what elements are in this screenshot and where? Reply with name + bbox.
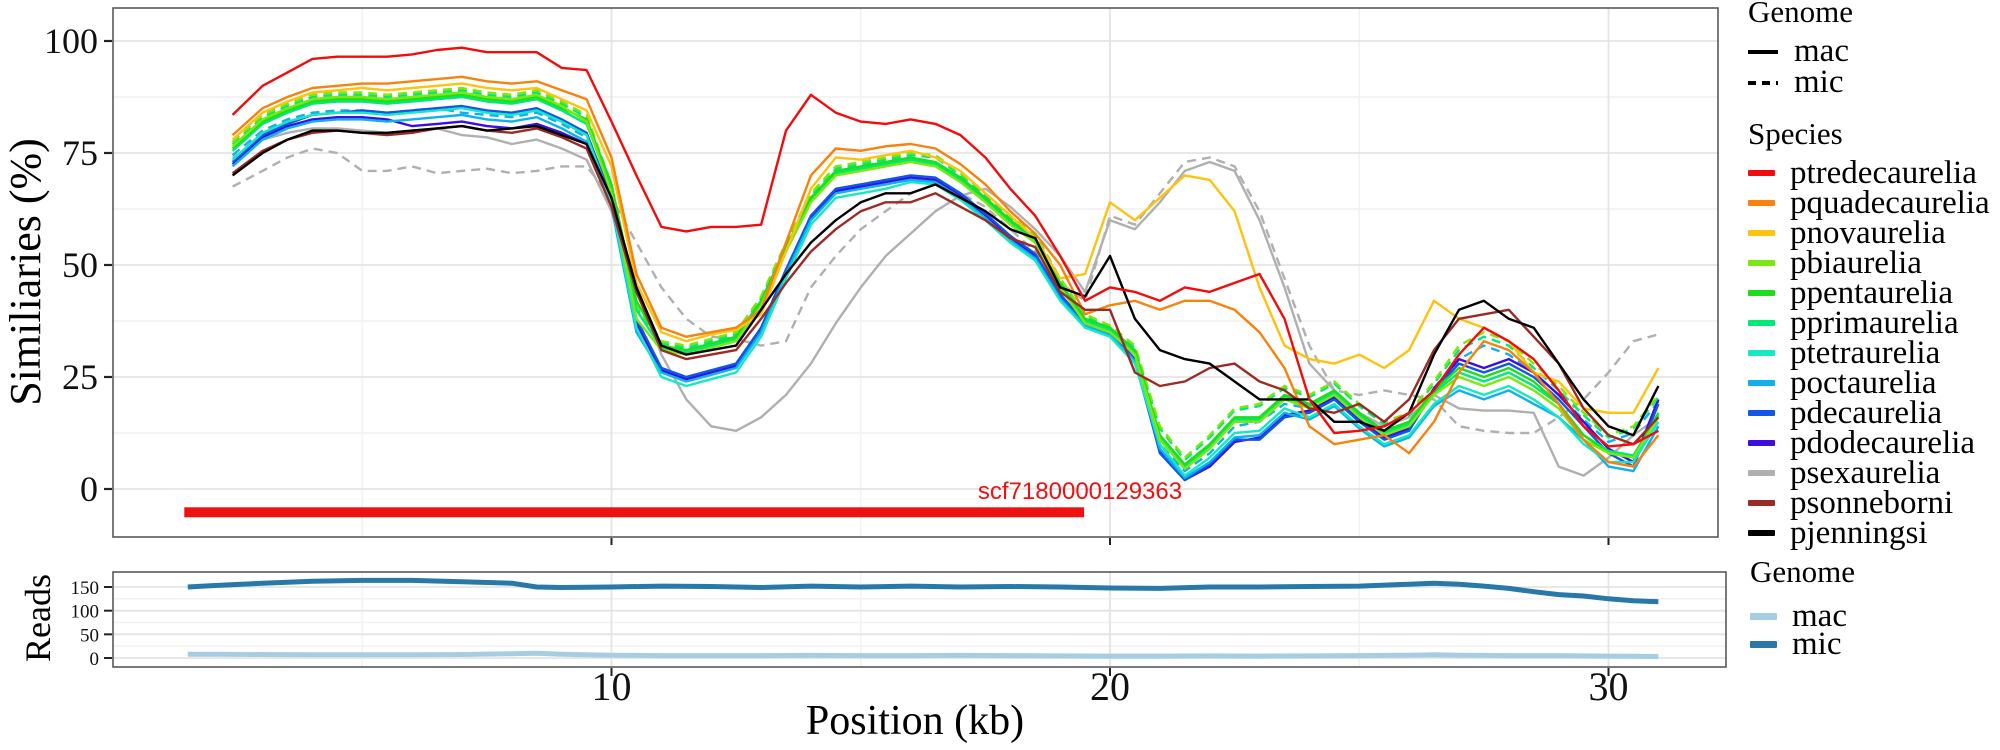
scaffold-bar <box>184 507 1085 518</box>
legend-species-item-psexaurelia: psexaurelia <box>1748 455 1990 491</box>
legend-species-item-pjenningsi: pjenningsi <box>1748 515 1990 551</box>
legend-item-label: poctaurelia <box>1790 364 1937 401</box>
line-psexaurelia-mac <box>231 127 1660 477</box>
reads-color-swatch <box>1750 640 1777 648</box>
legend-species-item-ppentaurelia: ppentaurelia <box>1748 275 1990 311</box>
species-color-swatch <box>1748 170 1775 176</box>
species-color-swatch <box>1748 320 1775 326</box>
reads-line-mic <box>187 577 1659 605</box>
similarity-panel <box>112 7 1719 538</box>
reads-color-swatch <box>1750 612 1777 620</box>
legend-item-label: pnovaurelia <box>1790 214 1946 251</box>
legend-item-label: pquadecaurelia <box>1790 184 1990 221</box>
legend-item-label: pjenningsi <box>1790 514 1928 551</box>
legend-species-item-ptredecaurelia: ptredecaurelia <box>1748 155 1990 191</box>
line-pbiaurelia-mic <box>231 86 1660 459</box>
position-tick-label: 30 <box>1589 664 1629 709</box>
legend-item-label: ptredecaurelia <box>1790 154 1977 191</box>
legend-item-label: pdecaurelia <box>1790 394 1943 431</box>
species-color-swatch <box>1748 410 1775 416</box>
similarity-tick-label: 25 <box>62 357 98 397</box>
species-color-swatch <box>1748 440 1775 446</box>
legend-item-label: psonneborni <box>1790 484 1954 521</box>
species-color-swatch <box>1748 200 1775 206</box>
line-ppentaurelia-mac <box>231 93 1660 466</box>
line-pnovaurelia-mac <box>231 82 1660 414</box>
reads-tick-label: 100 <box>71 602 100 623</box>
legend-species-item-pnovaurelia: pnovaurelia <box>1748 215 1990 251</box>
reads-line-mac <box>187 650 1659 660</box>
legend-genome-linestyle: Genome mac mic <box>1748 0 1854 100</box>
legend-item-label: mic <box>1792 625 1842 662</box>
reads-axis-title: Reads <box>18 574 58 662</box>
legend-species-title: Species <box>1748 116 1843 151</box>
similarity-axis-title: Similiaries (%) <box>1 138 50 406</box>
legend-item-label: mic <box>1794 64 1844 100</box>
line-pprimaurelia-mic <box>231 89 1660 462</box>
legend-reads-item-mac: mac <box>1750 598 1855 634</box>
legend-genome-item-mic: mic <box>1748 64 1853 100</box>
scaffold-annotation: scf7180000129363 <box>978 478 1182 505</box>
line-ptredecaurelia-mac <box>231 46 1659 448</box>
dashed-line-swatch <box>1748 80 1778 85</box>
legend-item-label: mac <box>1794 33 1849 69</box>
similarity-tick-label: 75 <box>62 133 98 173</box>
species-color-swatch <box>1748 230 1775 236</box>
legend-item-label: pbiaurelia <box>1790 244 1922 281</box>
legend-species-item-poctaurelia: poctaurelia <box>1748 365 1990 401</box>
reads-panel <box>112 571 1727 668</box>
position-tick-label: 20 <box>1090 664 1130 709</box>
legend-species-item-psonneborni: psonneborni <box>1748 485 1990 521</box>
legend-item-label: mac <box>1792 597 1847 634</box>
legend-species-item-pprimaurelia: pprimaurelia <box>1748 305 1990 341</box>
species-color-swatch <box>1748 350 1775 356</box>
legend-genome-title: Genome <box>1748 0 1854 29</box>
legend-item-label: ppentaurelia <box>1790 274 1954 311</box>
legend-species-item-pdecaurelia: pdecaurelia <box>1748 395 1990 431</box>
legend-item-label: pdodecaurelia <box>1790 424 1976 461</box>
legend-item-label: ptetraurelia <box>1790 334 1941 371</box>
line-pbiaurelia-mac <box>231 91 1660 470</box>
legend-item-label: psexaurelia <box>1790 454 1941 491</box>
similarity-tick-label: 50 <box>62 245 98 285</box>
legend-reads-genome: Genome mac mic <box>1750 554 1856 662</box>
reads-tick-label: 150 <box>71 578 100 599</box>
similarity-tick-label: 0 <box>80 469 98 509</box>
line-pprimaurelia-mac <box>231 95 1660 468</box>
legend-item-label: pprimaurelia <box>1790 304 1959 341</box>
legend-species-item-pbiaurelia: pbiaurelia <box>1748 245 1990 281</box>
legend-species-item-ptetraurelia: ptetraurelia <box>1748 335 1990 371</box>
legend-reads-item-mic: mic <box>1750 626 1855 662</box>
similarity-tick-label: 100 <box>44 21 98 61</box>
line-pjenningsi-mac <box>231 124 1660 437</box>
x-axis-title: Position (kb) <box>806 698 1024 744</box>
species-color-swatch <box>1748 500 1775 506</box>
species-color-swatch <box>1748 470 1775 476</box>
line-pquadecaurelia-mac <box>231 75 1660 468</box>
species-color-swatch <box>1748 260 1775 266</box>
species-color-swatch <box>1748 290 1775 296</box>
legend-genome-item-mac: mac <box>1748 33 1853 69</box>
position-tick-label: 10 <box>592 664 632 709</box>
reads-tick-label: 0 <box>90 649 100 670</box>
solid-line-swatch <box>1748 49 1778 54</box>
legend-species: Species ptredecaurelia pquadecaurelia pnov… <box>1748 116 1990 551</box>
legend-reads-title: Genome <box>1750 554 1856 589</box>
legend-species-item-pquadecaurelia: pquadecaurelia <box>1748 185 1990 221</box>
reads-tick-label: 50 <box>80 625 99 646</box>
species-color-swatch <box>1748 380 1775 386</box>
legend-species-item-pdodecaurelia: pdodecaurelia <box>1748 425 1990 461</box>
species-color-swatch <box>1748 530 1775 536</box>
